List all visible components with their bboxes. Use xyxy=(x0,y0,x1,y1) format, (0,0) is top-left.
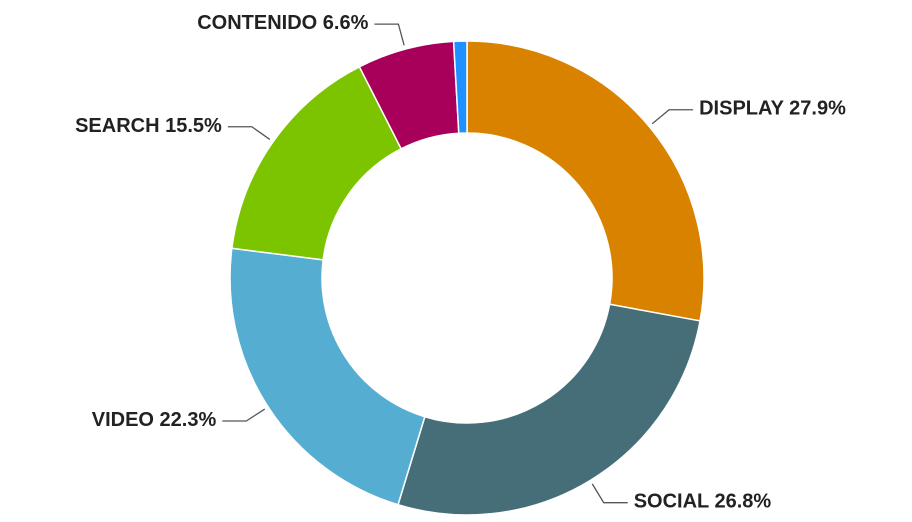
slice-label: SOCIAL 26.8% xyxy=(634,491,772,513)
leader-line xyxy=(227,126,271,140)
slice-category: SOCIAL xyxy=(634,491,709,513)
slice-category: VIDEO xyxy=(92,409,154,431)
slice-label: DISPLAY 27.9% xyxy=(699,98,846,120)
slice-value-label: 22.3% xyxy=(160,409,217,431)
slice-label: CONTENIDO 6.6% xyxy=(197,12,368,34)
leader-line xyxy=(374,23,405,46)
slice-category: CONTENIDO xyxy=(197,12,317,34)
donut-slice xyxy=(466,40,705,322)
leader-line xyxy=(591,483,628,504)
slice-value-label: 6.6% xyxy=(323,12,369,34)
slice-category: DISPLAY xyxy=(699,98,785,120)
donut-slice xyxy=(452,40,468,135)
slice-value-label: 26.8% xyxy=(714,491,771,513)
donut-slice xyxy=(397,303,701,516)
slice-label: VIDEO 22.3% xyxy=(92,409,217,431)
slice-category: SEARCH xyxy=(75,115,159,137)
leader-line xyxy=(651,109,694,125)
slice-value-label: 27.9% xyxy=(789,98,846,120)
slice-value-label: 15.5% xyxy=(165,115,222,137)
slice-label: SEARCH 15.5% xyxy=(75,115,222,137)
leader-line xyxy=(222,408,266,422)
donut-slice xyxy=(229,247,426,506)
